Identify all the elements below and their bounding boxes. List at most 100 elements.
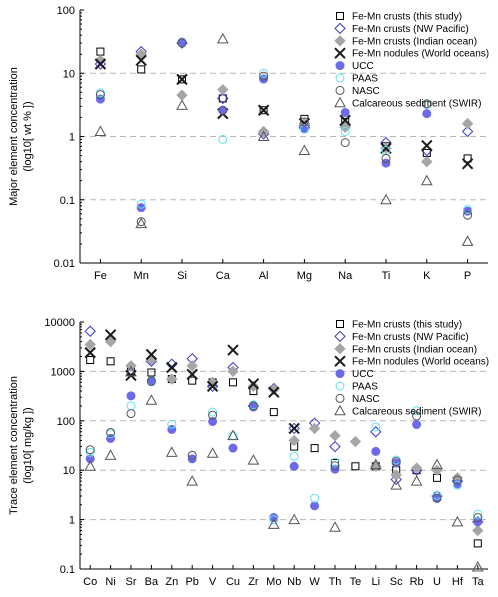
data-point (95, 90, 105, 100)
data-point (289, 461, 299, 471)
data-point (340, 107, 350, 117)
data-point (421, 139, 433, 152)
data-point (391, 457, 401, 467)
data-point (208, 407, 218, 417)
data-point (95, 94, 105, 104)
data-point (125, 360, 137, 372)
data-point (451, 515, 464, 527)
data-point (166, 358, 178, 370)
data-point (339, 114, 351, 127)
legend-label: Fe-Mn nodules (World oceans) (352, 49, 489, 60)
data-point (188, 376, 197, 385)
data-point (217, 83, 229, 96)
data-point (257, 130, 270, 141)
data-point (340, 126, 350, 136)
data-point (432, 493, 442, 503)
series-swir (94, 32, 474, 246)
series-swir (84, 365, 484, 572)
data-point (96, 47, 105, 56)
data-point (299, 124, 309, 134)
data-point (381, 158, 391, 168)
data-point (187, 450, 197, 460)
x-tick-label: W (309, 576, 320, 588)
y-axis-unit: (log10[ wt % ]) (22, 101, 34, 171)
data-point (330, 461, 340, 471)
legend-marker (335, 393, 345, 403)
data-point (126, 391, 136, 401)
x-tick-label: Th (329, 576, 342, 588)
data-point (145, 348, 158, 361)
data-point (94, 125, 107, 136)
y-tick-label: 10 (63, 465, 75, 477)
data-point (329, 429, 341, 442)
data-point (136, 199, 146, 209)
data-point (299, 117, 309, 127)
data-point (206, 447, 219, 458)
data-point (289, 451, 299, 461)
data-point (422, 109, 432, 119)
x-tick-label: Hf (452, 576, 464, 588)
data-point (84, 460, 97, 471)
series-nodules (94, 54, 474, 170)
data-point (310, 444, 319, 453)
data-point (229, 378, 237, 387)
data-point (186, 360, 198, 372)
data-point (298, 144, 311, 156)
series-nasc (95, 38, 473, 227)
data-point (330, 464, 340, 474)
x-tick-label: Sc (390, 576, 403, 588)
x-tick-label: Sr (126, 576, 137, 588)
data-point (420, 174, 433, 186)
data-point (371, 446, 381, 456)
legend: Fe-Mn crusts (this study)Fe-Mn crusts (N… (334, 320, 489, 417)
data-point (135, 54, 147, 67)
data-point (259, 68, 269, 78)
x-tick-label: Zn (165, 576, 178, 588)
legend-marker (334, 343, 346, 355)
data-point (471, 560, 484, 572)
data-point (166, 373, 178, 385)
data-point (461, 158, 474, 170)
y-axis-title: Major element concentration (8, 67, 20, 206)
data-point (461, 125, 474, 138)
data-point (267, 518, 280, 529)
data-point (135, 217, 148, 229)
data-point (104, 329, 117, 341)
data-point (165, 446, 178, 457)
major-element-chart: 0.01 0.1 1 10 100 Fe Mn Si Ca Al Mg Na Ti K P Major ele… (8, 5, 489, 282)
data-point (329, 521, 341, 532)
data-point (257, 104, 270, 116)
x-tick-label: Te (350, 576, 362, 588)
data-point (177, 38, 187, 48)
data-point (432, 490, 442, 500)
data-point (461, 235, 474, 246)
data-point (84, 338, 96, 351)
data-point (431, 458, 443, 470)
x-tick-label: Ta (472, 576, 485, 588)
legend-label: Fe-Mn crusts (NW Pacific) (352, 24, 469, 35)
series-ucc (95, 37, 473, 216)
data-point (187, 454, 197, 464)
x-tick-label: Co (83, 576, 97, 588)
x-tick-label: Si (177, 270, 187, 282)
y-tick-label: 0.1 (60, 564, 75, 576)
data-point (463, 210, 473, 220)
y-tick-label: 0.1 (60, 195, 75, 207)
data-point (370, 426, 382, 438)
x-tick-label: Cu (226, 576, 240, 588)
legend-marker (335, 73, 345, 83)
series-nasc (85, 376, 483, 523)
y-axis-title: Trace element concentration (8, 376, 20, 515)
data-point (351, 462, 360, 471)
data-point (461, 117, 474, 130)
data-point (216, 32, 229, 44)
x-tick-label: Ba (145, 576, 159, 588)
y-tick-label: 100 (57, 5, 75, 17)
x-tick-label: Ni (105, 576, 115, 588)
data-point (166, 361, 178, 374)
trace-element-chart: 0.1 1 10 100 1000 10000 Co Ni Sr Ba Zn Pb V Cu Zr Mo Nb W… (8, 317, 489, 588)
series-paas (95, 38, 473, 215)
data-point (259, 106, 268, 115)
data-point (381, 153, 391, 163)
